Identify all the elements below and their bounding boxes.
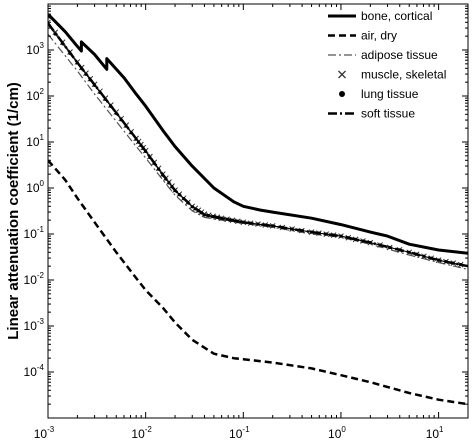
series-marker-4 [241,220,245,224]
ticks-layer: 10-3 10-2 10-1 100 101 10-4 10-3 10-2 10-1 100 101… [24,3,469,441]
series-marker-4 [354,237,358,241]
y-tick-label: 10-2 [24,271,45,287]
x-tick-label: 100 [328,425,346,441]
series-marker-4 [236,219,240,223]
legend-label-0: bone, cortical [361,9,432,23]
legend-swatch-3 [338,70,346,79]
series-marker-4 [103,97,108,101]
y-tick-label: 10-1 [24,225,45,241]
y-tick-label: 101 [26,133,44,149]
series-marker-4 [75,61,79,65]
y-tick-label: 10-4 [24,363,45,379]
y-axis-label: Linear attenuation coefficient (1/cm) [5,82,22,340]
series-marker-4 [220,216,224,220]
legend-label-4: lung tissue [361,87,419,101]
plot-frame [47,3,469,419]
y-tick-label: 10-3 [24,317,45,333]
legend-label-5: soft tissue [361,107,415,121]
legend-swatch-4 [339,91,345,97]
legend-label-1: air, dry [361,29,397,43]
series-marker-4 [437,258,441,262]
legend-label-2: adipose tissue [361,48,438,62]
series-line-5 [48,22,468,268]
series-layer [48,13,468,406]
x-tick-label: 10-3 [34,425,55,441]
legend-label-3: muscle, skeletal [361,68,446,82]
y-tick-label: 100 [26,179,44,195]
y-tick-label: 103 [26,41,44,57]
x-tick-label: 101 [426,425,444,441]
series-marker-4 [202,213,207,217]
series-marker-4 [148,155,152,160]
x-tick-label: 10-1 [229,425,250,441]
series-line-2 [48,33,468,270]
x-tick-label: 10-2 [131,425,152,441]
legend: bone, cortical air, dry adipose tissue musc… [328,9,446,121]
series-line-1 [48,159,468,406]
y-tick-label: 102 [26,87,44,103]
series-marker-4 [124,124,128,128]
series-line-0 [48,13,468,255]
